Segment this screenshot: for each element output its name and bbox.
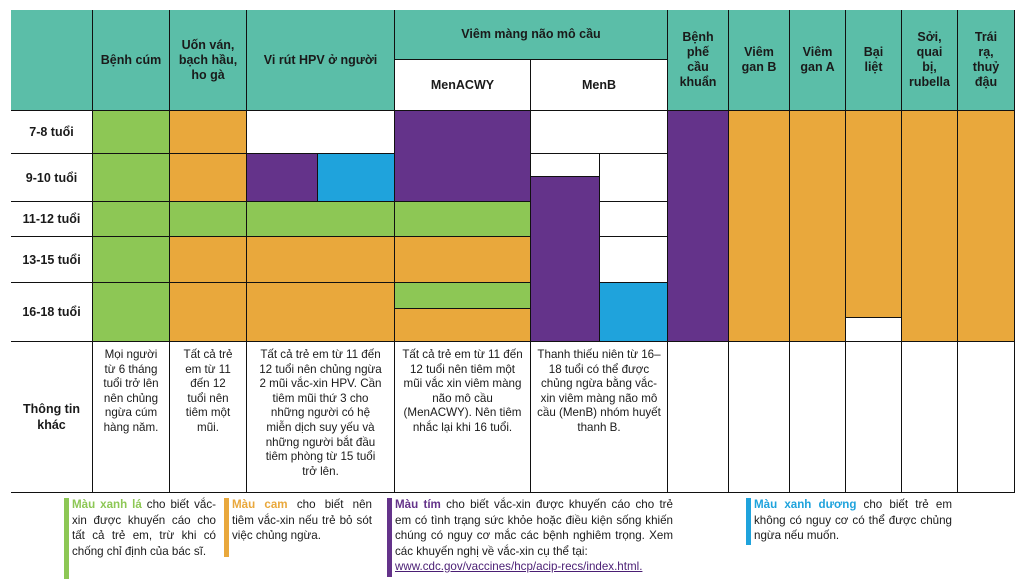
col-header-flu: Bệnh cúm [93,10,170,111]
flu-13-15 [93,237,170,283]
hepb-all [729,111,790,342]
menacwy-11-12 [395,202,531,237]
legend-green: Màu xanh lá cho biết vắc-xin được khuyến… [64,497,216,579]
legend-orange-bar [224,498,229,557]
legend-purple: Màu tím cho biết vắc-xin được khuyến cáo… [387,497,673,577]
info-varicella [958,342,1015,493]
menb-11-12-right [600,202,668,237]
menacwy-16 [395,283,531,309]
info-hepb [729,342,790,493]
legend-purple-bar [387,498,392,577]
legend-blue-bar [746,498,751,545]
menb-13-15-right [600,237,668,283]
flu-11-12 [93,202,170,237]
pneumococcal-all [668,111,729,342]
acip-link[interactable]: www.cdc.gov/vaccines/hcp/acip-recs/index… [395,560,643,573]
menb-9-10-right [600,154,668,202]
hpv-11-12 [247,202,395,237]
polio-18 [846,318,902,342]
tdap-9-10 [170,154,247,202]
row-label-other: Thông tin khác [11,342,93,493]
menacwy-7-10 [395,111,531,202]
tdap-13-15 [170,237,247,283]
legend-blue: Màu xanh dương cho biết trẻ em không có … [746,497,952,545]
col-header-meningococcal: Viêm màng não mô cầu [395,10,668,60]
polio-7-17 [846,111,902,318]
info-polio [846,342,902,493]
flu-9-10 [93,154,170,202]
col-header-hepa: Viêm gan A [790,10,846,111]
legend-purple-text: cho biết vắc-xin được khuyến cáo cho trẻ… [395,498,673,558]
mmr-all [902,111,958,342]
info-pneumococcal [668,342,729,493]
legend-green-bar [64,498,69,579]
col-header-pneumococcal: Bệnh phế cầu khuẩn [668,10,729,111]
legend-green-text: cho biết vắc-xin được khuyến cáo cho tất… [72,498,217,558]
col-header-menacwy: MenACWY [395,60,531,111]
info-hpv: Tất cả trẻ em từ 11 đến 12 tuổi nên chủn… [247,342,395,493]
info-hepa [790,342,846,493]
tdap-11-12 [170,202,247,237]
flu-7-8 [93,111,170,154]
tdap-16-18 [170,283,247,342]
corner-header [11,10,93,111]
info-menacwy: Tất cả trẻ em từ 11 đến 12 tuổi nên tiêm… [395,342,531,493]
row-label-7-8: 7-8 tuổi [11,111,93,154]
info-menb: Thanh thiếu niên từ 16–18 tuổi có thể đư… [531,342,668,493]
hpv-9-10-blue [318,154,395,202]
tdap-7-8 [170,111,247,154]
hpv-7-8 [247,111,395,154]
col-header-menb: MenB [531,60,668,111]
menb-purple-left [531,177,600,342]
row-label-9-10: 9-10 tuổi [11,154,93,202]
legend-orange: Màu cam cho biết nên tiêm vắc-xin nếu tr… [224,497,372,557]
info-mmr [902,342,958,493]
legend-blue-text: cho biết trẻ em không có nguy cơ có thể … [754,498,953,542]
col-header-varicella: Trái rạ, thuỷ đậu [958,10,1015,111]
col-header-hepb: Viêm gan B [729,10,790,111]
legend-orange-key: Màu cam [232,498,288,511]
legend-purple-key: Màu tím [395,498,441,511]
info-tdap: Tất cả trẻ em từ 11 đến 12 tuổi nên tiêm… [170,342,247,493]
menb-7-8 [531,111,668,154]
info-flu: Mọi người từ 6 tháng tuổi trở lên nên ch… [93,342,170,493]
hpv-16-18 [247,283,395,342]
legend-green-key: Màu xanh lá [72,498,142,511]
col-header-mmr: Sởi, quai bị, rubella [902,10,958,111]
menacwy-13-15 [395,237,531,283]
varicella-all [958,111,1015,342]
hpv-13-15 [247,237,395,283]
hpv-9-10-purple [247,154,318,202]
menacwy-17-18 [395,309,531,342]
menb-16-18-right [600,283,668,342]
flu-16-18 [93,283,170,342]
row-label-13-15: 13-15 tuổi [11,237,93,283]
col-header-tdap: Uốn ván, bạch hầu, ho gà [170,10,247,111]
row-label-11-12: 11-12 tuổi [11,202,93,237]
col-header-hpv: Vi rút HPV ở người [247,10,395,111]
hepa-all [790,111,846,342]
legend-orange-text: cho biết nên tiêm vắc-xin nếu trẻ bỏ sót… [232,498,372,542]
col-header-polio: Bại liệt [846,10,902,111]
row-label-16-18: 16-18 tuổi [11,283,93,342]
legend-blue-key: Màu xanh dương [754,498,857,511]
menb-9-10-left-top [531,154,600,177]
